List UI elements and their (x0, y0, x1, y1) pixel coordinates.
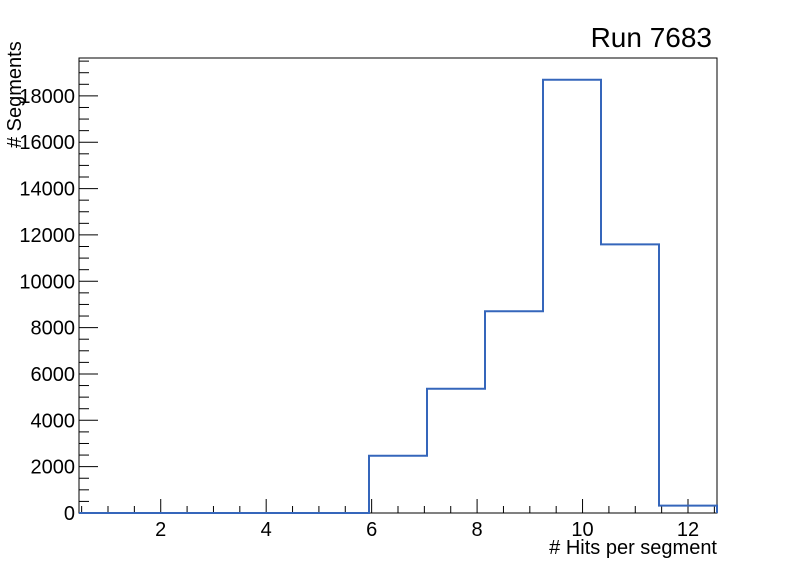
plot-frame (78, 57, 718, 514)
x-tick-label: 2 (155, 519, 166, 541)
y-tick-label: 0 (64, 503, 75, 525)
y-tick-label: 8000 (31, 318, 76, 340)
y-tick-label: 14000 (19, 179, 75, 201)
y-tick-label: 12000 (19, 225, 75, 247)
y-tick-label: 6000 (31, 364, 76, 386)
x-axis-title: # Hits per segment (549, 537, 717, 559)
x-tick-label: 6 (366, 519, 377, 541)
histogram-line (79, 78, 718, 514)
y-tick-label: 18000 (19, 86, 75, 108)
x-tick-label: 4 (261, 519, 272, 541)
x-tick-label: 8 (472, 519, 483, 541)
y-tick-label: 16000 (19, 132, 75, 154)
y-tick-label: 4000 (31, 410, 76, 432)
chart-title: Run 7683 (590, 22, 712, 53)
x-tick-label: 12 (677, 519, 699, 541)
y-tick-label: 2000 (31, 457, 76, 479)
y-tick-label: 10000 (19, 271, 75, 293)
x-tick-label: 10 (571, 519, 593, 541)
